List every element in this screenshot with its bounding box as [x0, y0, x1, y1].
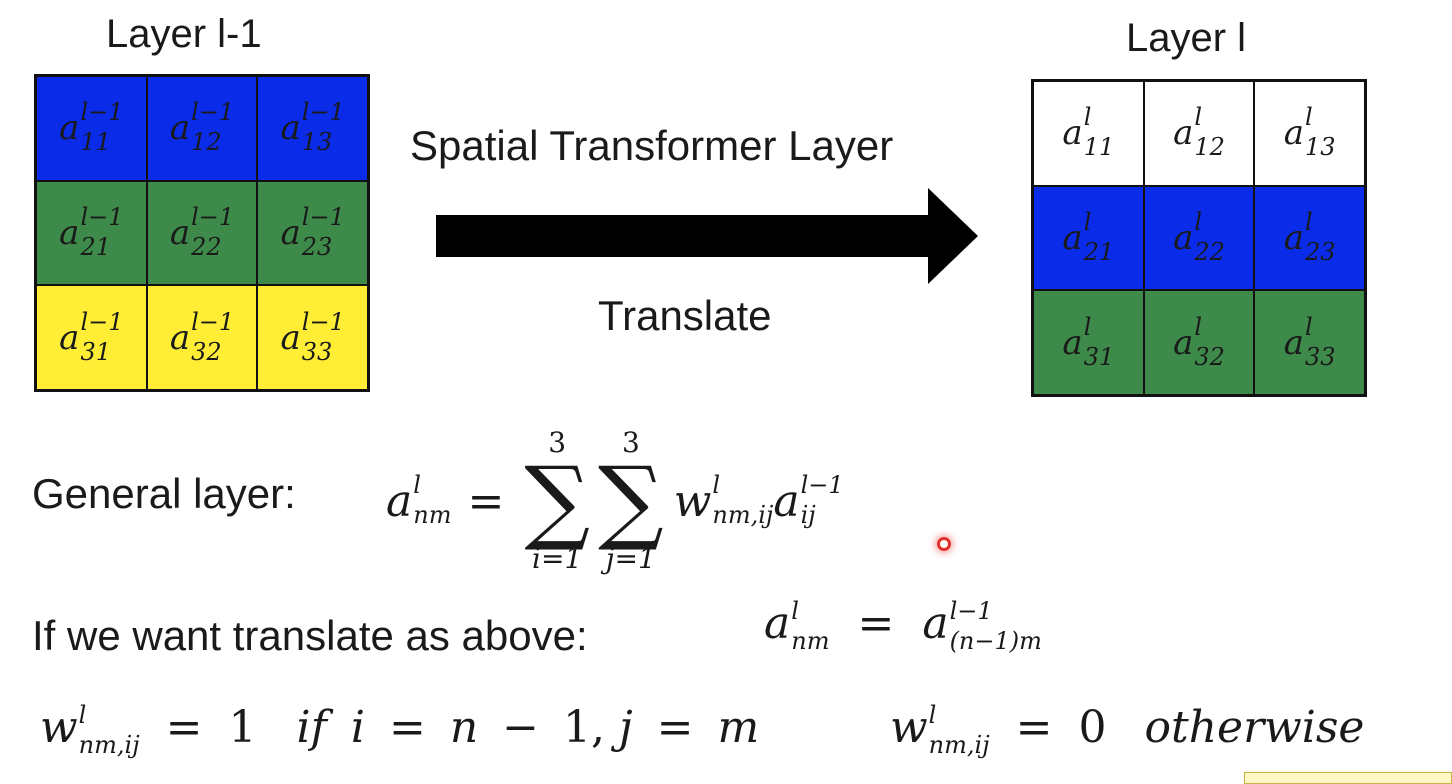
right-cell-31: a l 31: [1033, 290, 1144, 395]
translate-equation: a l nm = a l−1 (n−1)m: [764, 596, 1042, 655]
arrow-label-bottom: Translate: [598, 292, 772, 339]
right-cell-22: a l 22: [1143, 185, 1255, 291]
right-cell-12: a l 12: [1143, 81, 1255, 186]
left-cell-31: a l−1 31: [36, 285, 147, 390]
mouse-cursor-highlight: [937, 537, 951, 551]
sum-i-symbol: 3 ∑ i=1: [524, 426, 591, 575]
general-layer-label: General layer:: [32, 470, 296, 517]
right-cell-21: a l 21: [1033, 185, 1144, 291]
arrow-label-top: Spatial Transformer Layer: [410, 122, 894, 169]
transform-arrow: [436, 188, 978, 284]
left-cell-33: a l−1 33: [257, 285, 368, 390]
left-cell-32: a l−1 32: [146, 285, 258, 390]
translate-label: If we want translate as above:: [32, 612, 588, 659]
left-cell-11: a l−1 11: [36, 76, 147, 181]
sum-j-symbol: 3 ∑ j=1: [598, 426, 664, 575]
left-cell-21: a l−1 21: [36, 180, 147, 286]
weight-zero-condition: w l nm,ij = 0 otherwise: [890, 700, 1365, 759]
left-cell-13: a l−1 13: [257, 76, 368, 181]
right-layer-grid: a l 11 a l 12 a l 13 a l 21 a l 22 a l 23 a l 31 a l 32 a l 33: [1031, 79, 1367, 397]
left-cell-22: a l−1 22: [146, 180, 258, 286]
arrow-shape: [436, 188, 978, 284]
right-cell-11: a l 11: [1033, 81, 1144, 186]
right-cell-33: a l 33: [1254, 290, 1365, 395]
weight-one-condition: w l nm,ij = 1 if i = n − 1, j = m: [40, 700, 760, 759]
right-cell-13: a l 13: [1254, 81, 1365, 186]
right-cell-32: a l 32: [1143, 290, 1255, 395]
left-layer-title: Layer l-1: [106, 12, 262, 56]
left-cell-12: a l−1 12: [146, 76, 258, 181]
general-layer-equation: a l nm = 3 ∑ i=1 3 ∑ j=1 w l nm,ij a l−1 ij: [386, 426, 844, 575]
left-cell-23: a l−1 23: [257, 180, 368, 286]
corner-popup-edge: [1244, 772, 1452, 784]
right-layer-title: Layer l: [1126, 16, 1247, 60]
right-cell-23: a l 23: [1254, 185, 1365, 291]
left-layer-grid: a l−1 11 a l−1 12 a l−1 13 a l−1 21 a l−1 22 a l−1 23 a l−1…: [34, 74, 370, 392]
